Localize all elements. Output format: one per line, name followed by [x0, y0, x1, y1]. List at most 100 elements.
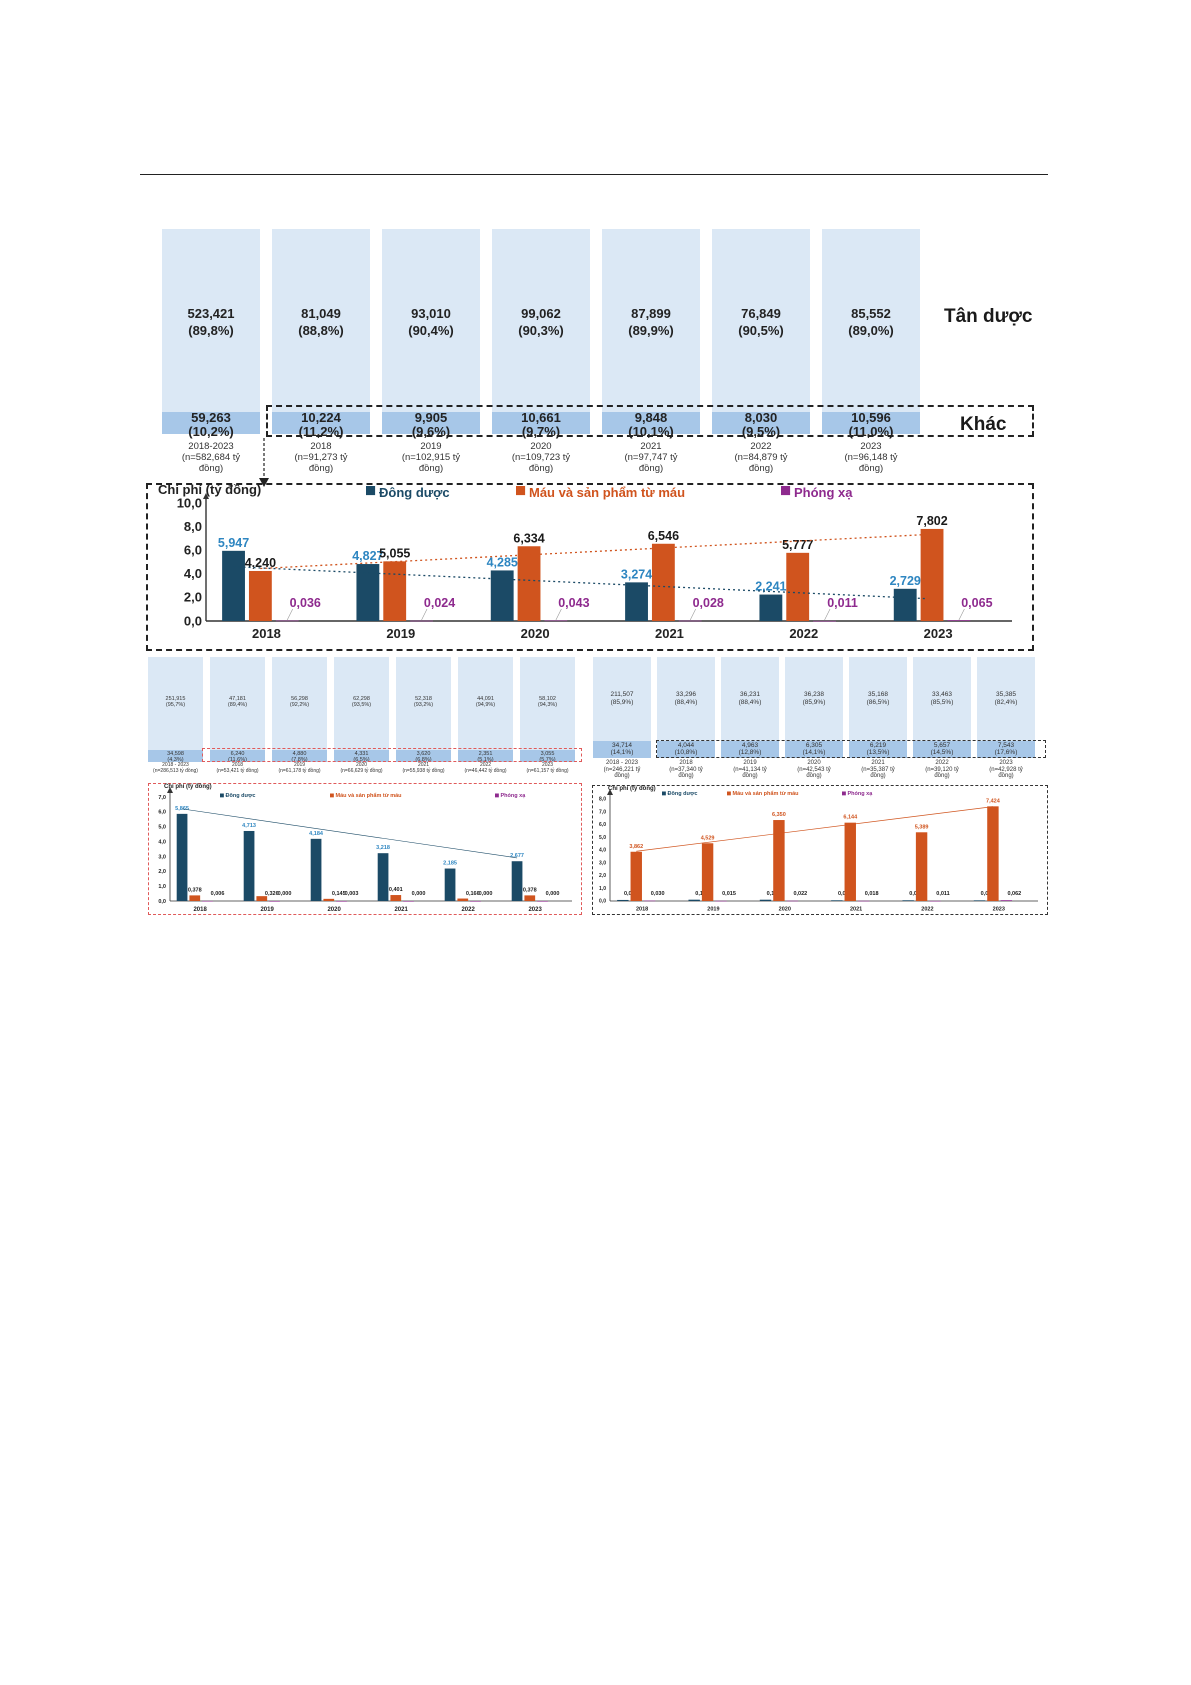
small-year: 2020 — [807, 760, 821, 766]
bar-0 — [893, 588, 917, 621]
y-axis-arrow-icon — [607, 789, 613, 795]
column-unit: đồng) — [748, 463, 774, 474]
small-low-bar — [913, 741, 971, 758]
bar-1 — [915, 832, 928, 901]
khac-bar — [712, 412, 810, 434]
data-label: 4,285 — [487, 555, 518, 569]
label-khac: Khác — [960, 414, 1007, 435]
small-top-bar — [210, 657, 265, 750]
column-total: (n=91,273 tỷ — [294, 452, 348, 463]
y-tick-label: 3,0 — [599, 860, 606, 866]
y-tick-label: 4,0 — [599, 848, 606, 854]
column-unit: đồng) — [638, 463, 664, 474]
small-top-pct: (89,4%) — [227, 702, 248, 708]
data-label: 5,947 — [218, 536, 249, 550]
small-low-bar — [334, 750, 389, 762]
trendline-left — [182, 808, 518, 859]
label-tan-duoc: Tân dược — [944, 306, 1033, 327]
small-low-bar — [785, 741, 843, 758]
y-tick-label: 4,0 — [158, 839, 166, 845]
tan-duoc-pct: (89,9%) — [628, 323, 674, 338]
bar-1 — [773, 820, 785, 901]
data-label: 0,011 — [936, 891, 949, 897]
khac-bar — [602, 412, 700, 434]
category-label: 2023 — [528, 907, 542, 913]
small-low-pct: (13,5%) — [866, 748, 890, 756]
small-low-value: 5,657 — [933, 742, 951, 749]
small-low-value: 4,331 — [354, 751, 369, 757]
column-total: (n=109,723 tỷ — [511, 452, 571, 463]
down-arrow-icon — [259, 438, 269, 487]
bar-0 — [759, 899, 772, 901]
small-top-value: 211,507 — [610, 691, 634, 698]
data-label: 0,003 — [345, 891, 359, 897]
bar-0 — [617, 899, 629, 901]
small-unit: đồng) — [806, 773, 822, 779]
small-low-pct: (14,5%) — [930, 748, 954, 756]
data-label: 2,677 — [510, 853, 524, 859]
small-top-pct: (86,5%) — [866, 698, 890, 706]
data-label: 0,043 — [558, 596, 589, 610]
main-chart-box — [146, 483, 1034, 651]
tan-duoc-value: 76,849 — [741, 306, 781, 321]
column-unit: đồng) — [858, 463, 884, 474]
tan-duoc-pct: (88,8%) — [298, 323, 344, 338]
data-label: 0,065 — [961, 596, 992, 610]
data-label: 0,000 — [546, 891, 560, 897]
bar-2 — [715, 900, 727, 902]
data-label: 0,000 — [412, 891, 426, 897]
y-tick-label: 8,0 — [184, 519, 202, 534]
small-top-value: 35,385 — [996, 691, 1016, 698]
bar-0 — [973, 900, 986, 901]
small-unit: đồng) — [742, 773, 758, 779]
category-label: 2022 — [461, 907, 475, 913]
legend-entry: Phóng xạ — [501, 793, 527, 799]
bar-2 — [470, 901, 481, 902]
small-low-value: 3,055 — [540, 751, 555, 757]
bar-2 — [275, 620, 299, 622]
small-low-value: 4,963 — [741, 742, 759, 749]
small-year: 2021 — [417, 762, 430, 768]
small-top-pct: (88,4%) — [738, 698, 762, 706]
bar-0 — [377, 853, 389, 901]
khac-bar — [382, 412, 480, 434]
small-total: (n=66,629 tỷ đồng) — [340, 767, 383, 774]
small-total: (n=42,543 tỷ — [797, 766, 831, 773]
small-total: (n=46,442 tỷ đồng) — [464, 767, 507, 774]
small-top-bar — [785, 657, 843, 741]
small-low-value: 34,714 — [612, 742, 632, 749]
bar-1 — [457, 898, 469, 901]
bar-1 — [630, 851, 642, 901]
small-low-bar — [721, 741, 779, 758]
y-tick-label: 2,0 — [158, 869, 166, 875]
small-top-value: 52,318 — [415, 695, 432, 702]
small-year: 2022 — [935, 760, 949, 766]
small-top-bar — [458, 657, 513, 750]
data-label: 5,389 — [915, 824, 929, 830]
data-label: 0,000 — [479, 891, 493, 897]
small-year: 2023 — [999, 760, 1013, 766]
bar-1 — [517, 546, 541, 621]
y-tick-label: 5,0 — [599, 835, 606, 841]
column-total: (n=102,915 tỷ — [401, 452, 461, 463]
tan-duoc-pct: (89,0%) — [848, 323, 894, 338]
bar-1 — [383, 561, 407, 621]
column-total: (n=582,684 tỷ — [181, 452, 241, 463]
khac-value: 10,224 — [301, 410, 341, 425]
data-label: 0,006 — [211, 891, 225, 897]
column-year: 2022 — [750, 441, 772, 452]
small-top-pct: (93,2%) — [413, 702, 434, 708]
small-top-bar — [657, 657, 715, 741]
y-axis-label: Chi phí (tỷ đồng) — [158, 483, 261, 497]
column-year: 2018 — [310, 441, 332, 452]
data-label: 5,777 — [782, 538, 813, 552]
bar-0 — [511, 861, 523, 901]
data-label: 0,401 — [389, 887, 403, 893]
category-label: 2018 — [252, 626, 281, 641]
data-label: 0,000 — [278, 891, 292, 897]
small-low-value: 6,240 — [230, 751, 245, 757]
small-low-bar — [657, 741, 715, 758]
y-tick-label: 0,0 — [158, 899, 166, 905]
category-label: 2021 — [655, 626, 684, 641]
